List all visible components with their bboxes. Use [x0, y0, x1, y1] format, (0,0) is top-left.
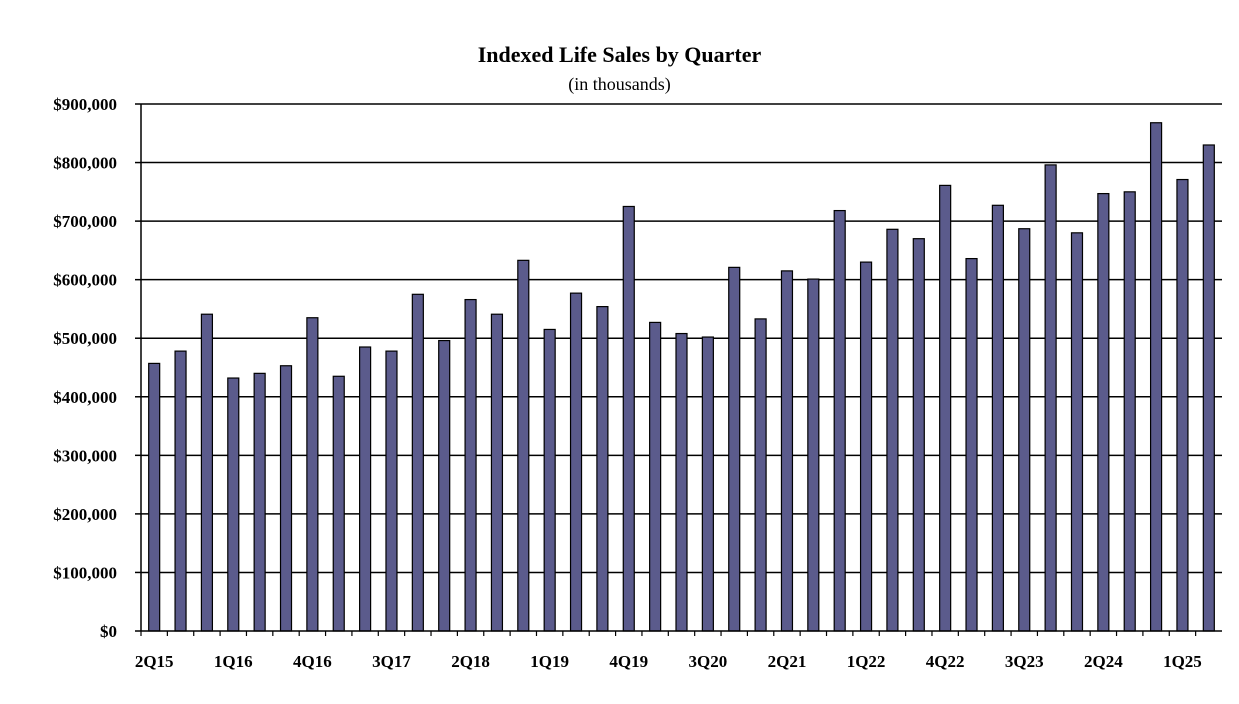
bar-4Q16 — [306, 317, 319, 632]
bar-3Q17 — [385, 350, 398, 632]
x-tick-label: 2Q21 — [768, 652, 807, 671]
bar-1Q24 — [1070, 232, 1084, 632]
bar-2Q24 — [1097, 192, 1110, 632]
x-tick-label: 1Q22 — [847, 652, 886, 671]
y-tick-label: $300,000 — [53, 446, 117, 465]
bar-3Q15 — [174, 350, 187, 632]
x-tick-label: 3Q20 — [688, 652, 727, 671]
bar-1Q22 — [859, 261, 873, 632]
bar-1Q23 — [965, 257, 978, 632]
x-tick-labels: 2Q15 1Q16 4Q16 3Q17 2Q18 1Q19 4Q19 3Q20 2Q21 1Q22… — [135, 652, 1202, 671]
bar-1Q17 — [332, 375, 345, 632]
bar-4Q21 — [833, 209, 846, 632]
bar-1Q19 — [543, 328, 556, 632]
y-tick-label: $500,000 — [53, 329, 117, 348]
bar-4Q22 — [939, 184, 952, 632]
bar-1Q21 — [754, 318, 767, 632]
bar-3Q18 — [490, 313, 504, 632]
bar-3Q24 — [1123, 191, 1136, 632]
bar-2Q19 — [569, 292, 583, 632]
y-tick-label: $200,000 — [53, 505, 117, 524]
x-tick-label: 2Q24 — [1084, 652, 1123, 671]
bar-1Q18 — [438, 339, 451, 632]
chart-title: Indexed Life Sales by Quarter — [477, 42, 762, 67]
bar-3Q20 — [701, 336, 714, 632]
x-tick-label: 3Q23 — [1005, 652, 1044, 671]
bar-1Q25 — [1176, 178, 1189, 632]
y-tick-label: $600,000 — [53, 271, 117, 290]
bar-3Q21 — [807, 278, 820, 632]
bar-4Q18 — [517, 259, 530, 632]
x-tick-label: 2Q15 — [135, 652, 174, 671]
bar-2Q20 — [675, 332, 688, 632]
bar-3Q23 — [1018, 228, 1031, 632]
bar-4Q20 — [728, 266, 741, 632]
x-tick-label: 4Q16 — [293, 652, 332, 671]
bar-2Q15 — [148, 362, 161, 632]
chart-subtitle: (in thousands) — [568, 74, 671, 94]
x-tick-label: 1Q25 — [1163, 652, 1202, 671]
axes — [135, 103, 1222, 636]
x-tick-label: 1Q16 — [214, 652, 253, 671]
bar-4Q24 — [1149, 122, 1163, 632]
bar-1Q16 — [227, 377, 240, 632]
bar-1Q20 — [649, 321, 662, 632]
bar-2Q18 — [464, 298, 477, 632]
y-tick-label: $0 — [100, 622, 117, 641]
y-tick-label: $700,000 — [53, 212, 117, 231]
x-tick-label: 1Q19 — [530, 652, 569, 671]
bar-4Q19 — [622, 205, 635, 632]
bar-2Q25 — [1202, 144, 1215, 632]
y-tick-label: $100,000 — [53, 563, 117, 582]
x-tick-label: 4Q19 — [609, 652, 648, 671]
bar-2Q16 — [253, 372, 266, 632]
bar-4Q23 — [1044, 164, 1057, 632]
bar-3Q16 — [279, 365, 293, 632]
y-tick-label: $800,000 — [53, 154, 117, 173]
bar-4Q17 — [411, 293, 424, 632]
bar-2Q21 — [780, 270, 794, 632]
y-tick-label: $900,000 — [53, 95, 117, 114]
bars — [148, 122, 1215, 632]
bar-3Q22 — [912, 238, 925, 632]
bar-4Q15 — [200, 313, 214, 632]
y-tick-labels: $0 $100,000 $200,000 $300,000 $400,000 $500,0… — [53, 95, 117, 641]
y-tick-label: $400,000 — [53, 388, 117, 407]
bar-3Q19 — [596, 306, 609, 632]
x-tick-label: 4Q22 — [926, 652, 965, 671]
x-tick-label: 2Q18 — [451, 652, 490, 671]
bar-2Q22 — [886, 228, 899, 632]
bar-2Q17 — [359, 346, 372, 632]
x-tick-label: 3Q17 — [372, 652, 411, 671]
bar-2Q23 — [991, 204, 1004, 632]
